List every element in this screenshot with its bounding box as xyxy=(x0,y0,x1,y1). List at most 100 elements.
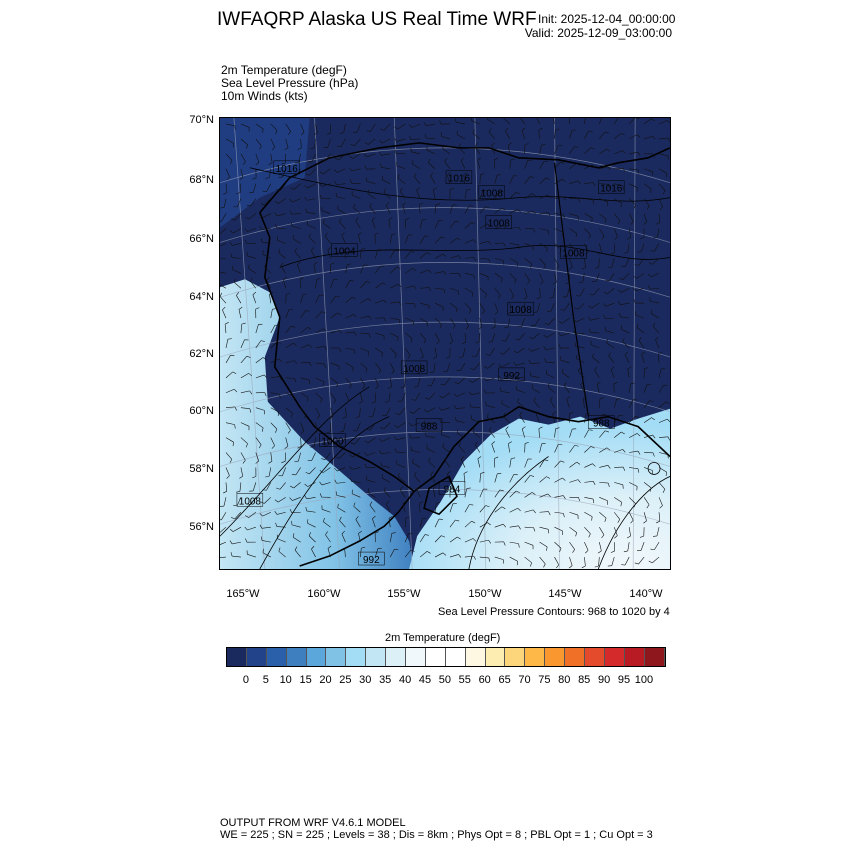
wind-barb xyxy=(345,296,356,304)
svg-text:1004: 1004 xyxy=(333,246,356,257)
wind-barb xyxy=(285,123,291,135)
wind-barb xyxy=(509,226,521,231)
wind-barb xyxy=(449,272,461,278)
wind-barb xyxy=(494,489,504,498)
wind-barb xyxy=(325,232,331,244)
wind-barb xyxy=(364,138,376,145)
wind-barb xyxy=(300,310,310,319)
wind-barb xyxy=(620,325,630,334)
wind-barb xyxy=(561,368,570,379)
wind-barb xyxy=(255,307,260,319)
wind-barb xyxy=(544,317,555,326)
wind-barb xyxy=(305,168,316,176)
parallel-line xyxy=(220,431,670,467)
coastline-west xyxy=(259,212,670,493)
wind-barb xyxy=(433,486,437,498)
wind-barb xyxy=(474,441,481,453)
wind-barb xyxy=(494,456,499,468)
wind-barb xyxy=(220,292,227,304)
wind-barb xyxy=(514,373,525,379)
wind-barb xyxy=(644,153,655,158)
slp-contour-label: 1016 xyxy=(598,180,625,195)
wind-barb xyxy=(442,144,451,155)
wind-barb xyxy=(449,486,454,498)
wind-barb xyxy=(434,236,445,244)
slp-contour xyxy=(259,416,390,569)
wind-barb xyxy=(584,182,596,187)
wind-barb xyxy=(404,251,415,259)
wind-barb xyxy=(379,437,391,442)
wind-barb xyxy=(262,482,272,491)
colorbar-swatch xyxy=(386,648,407,666)
wind-barb xyxy=(225,371,237,379)
wind-barb xyxy=(485,347,496,356)
wind-barb xyxy=(599,447,611,453)
wind-barb xyxy=(569,180,581,184)
alaska-map: 1016 1016 1008 1008 1016 1004 1008 1008 1008 992 1… xyxy=(219,117,671,570)
wind-barb xyxy=(351,191,361,199)
wind-barb xyxy=(658,467,668,477)
wind-barb xyxy=(582,396,587,408)
wind-barb xyxy=(400,377,406,389)
wind-barb xyxy=(300,377,311,385)
wind-barb xyxy=(405,317,414,326)
wind-barb xyxy=(419,551,431,558)
svg-text:992: 992 xyxy=(503,371,520,382)
wind-barb xyxy=(409,135,421,140)
wind-barb xyxy=(405,285,417,290)
wind-barb xyxy=(390,332,399,342)
wind-barb xyxy=(386,501,391,513)
wind-barb xyxy=(554,161,565,169)
wind-barb xyxy=(259,511,271,517)
wind-barb xyxy=(614,431,625,438)
wind-barb xyxy=(233,497,242,506)
wind-barb xyxy=(628,382,635,393)
wind-barb xyxy=(501,332,510,342)
wind-barb xyxy=(479,539,492,544)
wind-barb xyxy=(471,415,480,423)
wind-barb xyxy=(569,479,581,483)
wind-barb xyxy=(364,463,376,468)
wind-barb xyxy=(464,273,475,280)
wind-barb xyxy=(621,258,630,267)
lon-label: 165°W xyxy=(226,588,260,600)
wind-barb xyxy=(539,556,546,568)
lon-label: 155°W xyxy=(387,588,421,600)
wind-barb xyxy=(364,437,376,444)
colorbar-label: 100 xyxy=(634,674,654,686)
wind-barb xyxy=(491,441,496,453)
wind-barb xyxy=(372,515,376,528)
wind-barb xyxy=(648,556,660,564)
wind-barb xyxy=(546,370,555,379)
wind-barb xyxy=(319,467,331,473)
wind-barb xyxy=(597,542,602,554)
colorbar-label: 60 xyxy=(478,674,491,686)
wind-barb xyxy=(300,362,312,367)
wind-barb xyxy=(390,347,397,359)
wind-barb xyxy=(479,522,491,528)
meridian-line xyxy=(632,118,636,569)
wind-barb xyxy=(624,243,630,254)
colorbar-label: 15 xyxy=(299,674,312,686)
wind-barb xyxy=(358,530,362,543)
wind-barb xyxy=(637,243,645,253)
wind-barb xyxy=(618,287,630,293)
wind-barb xyxy=(434,317,442,329)
wind-barb xyxy=(360,377,366,389)
wind-barb xyxy=(270,407,279,416)
wind-barb xyxy=(220,284,227,289)
wind-barb xyxy=(619,312,630,319)
wind-barb xyxy=(628,415,640,423)
wind-barb xyxy=(294,247,301,259)
wind-barb xyxy=(375,377,379,390)
wind-barb xyxy=(613,228,618,240)
wind-barb xyxy=(584,130,593,140)
wind-barb xyxy=(233,198,242,208)
colorbar-label: 20 xyxy=(319,674,332,686)
wind-barb xyxy=(311,545,316,558)
wind-barb xyxy=(485,401,495,409)
variable-winds: 10m Winds (kts) xyxy=(221,89,308,103)
wind-barb xyxy=(472,129,481,140)
wind-barb xyxy=(379,151,391,156)
